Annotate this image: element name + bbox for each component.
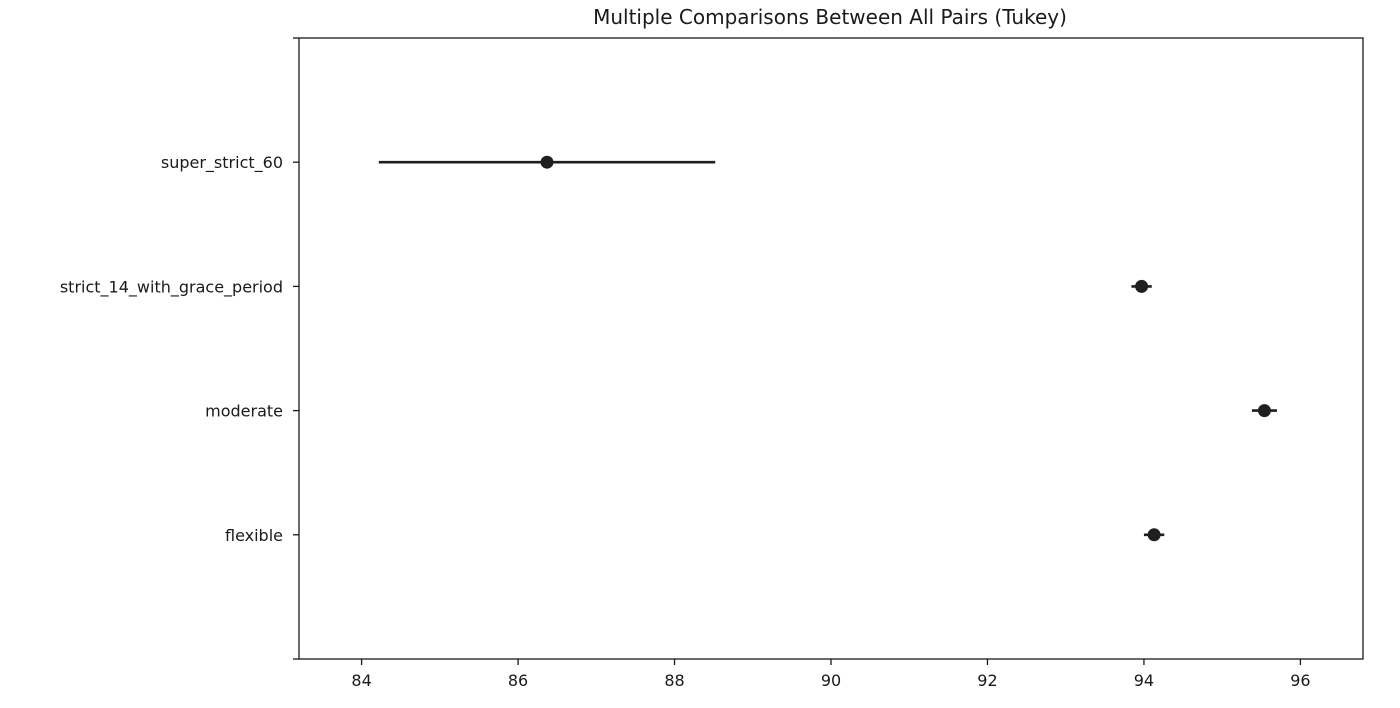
y-tick-label: flexible	[225, 526, 283, 545]
x-tick-label: 96	[1290, 671, 1310, 690]
plot-marks	[378, 155, 1277, 542]
y-tick-label: super_strict_60	[161, 153, 283, 173]
x-tick-label: 90	[821, 671, 841, 690]
y-axis: super_strict_60 strict_14_with_grace_peri…	[60, 37, 299, 660]
x-tick-label: 86	[508, 671, 528, 690]
plot-frame	[298, 37, 1364, 660]
mean-marker	[540, 155, 554, 169]
x-tick-label: 88	[664, 671, 684, 690]
y-tick-label: moderate	[205, 402, 283, 421]
x-tick-label: 92	[977, 671, 997, 690]
mean-marker	[1147, 528, 1161, 542]
y-tick-label: strict_14_with_grace_period	[60, 277, 283, 297]
x-tick-label: 84	[351, 671, 371, 690]
mean-marker	[1135, 279, 1149, 293]
x-axis: 84 86 88 90 92 94 96	[351, 659, 1311, 690]
x-tick-label: 94	[1134, 671, 1154, 690]
mean-marker	[1257, 404, 1271, 418]
chart-title: Multiple Comparisons Between All Pairs (…	[593, 5, 1067, 29]
